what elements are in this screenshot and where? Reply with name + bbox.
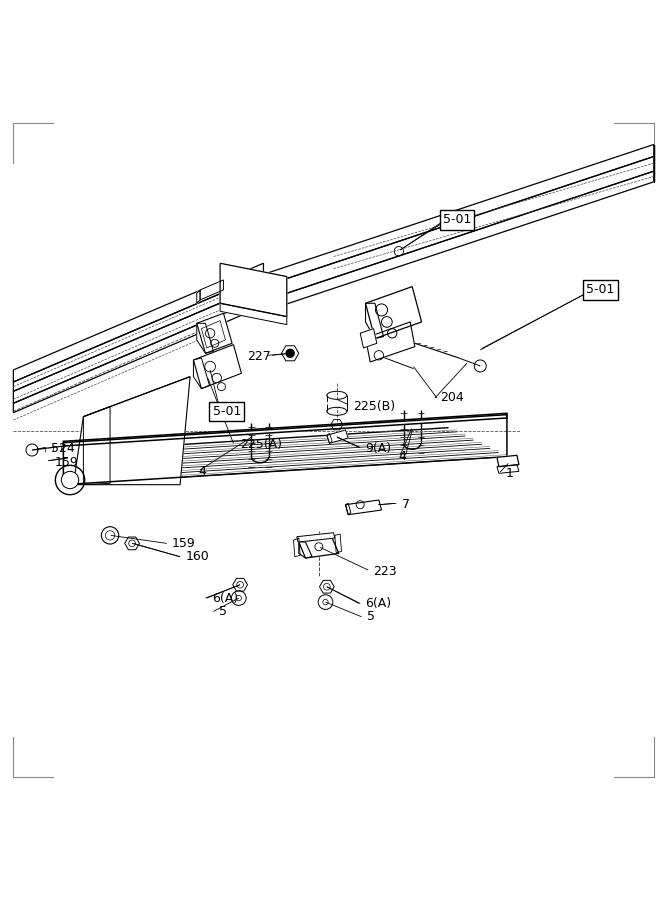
- Polygon shape: [13, 297, 263, 412]
- Text: 4: 4: [399, 450, 407, 464]
- Polygon shape: [83, 407, 110, 485]
- Polygon shape: [257, 157, 654, 303]
- Text: 227: 227: [247, 350, 271, 363]
- Text: 6(A): 6(A): [366, 597, 392, 610]
- Polygon shape: [335, 534, 342, 553]
- Polygon shape: [299, 538, 339, 558]
- Polygon shape: [200, 280, 223, 300]
- Polygon shape: [327, 433, 332, 444]
- Circle shape: [286, 349, 294, 357]
- Polygon shape: [346, 503, 351, 515]
- Polygon shape: [63, 415, 507, 446]
- Polygon shape: [193, 345, 241, 389]
- Polygon shape: [197, 323, 213, 354]
- Text: 5: 5: [367, 610, 375, 623]
- Polygon shape: [13, 284, 263, 403]
- Polygon shape: [293, 538, 300, 557]
- Text: 204: 204: [440, 392, 464, 404]
- Text: 5-01: 5-01: [586, 284, 614, 296]
- Polygon shape: [299, 542, 312, 558]
- Polygon shape: [497, 455, 519, 467]
- Polygon shape: [346, 500, 382, 515]
- Text: 225(B): 225(B): [354, 400, 396, 413]
- Polygon shape: [366, 322, 415, 362]
- Text: 5-01: 5-01: [213, 405, 241, 418]
- Polygon shape: [220, 303, 287, 325]
- Polygon shape: [13, 263, 263, 382]
- Text: 5-01: 5-01: [443, 213, 471, 227]
- Text: 6(A): 6(A): [212, 591, 238, 605]
- Polygon shape: [327, 430, 348, 444]
- Polygon shape: [366, 286, 422, 338]
- Text: 160: 160: [185, 550, 209, 563]
- Polygon shape: [297, 533, 335, 542]
- Polygon shape: [360, 328, 377, 348]
- Polygon shape: [193, 358, 209, 389]
- Text: 4: 4: [199, 464, 207, 478]
- Polygon shape: [197, 290, 200, 303]
- Text: 524: 524: [51, 442, 75, 455]
- Polygon shape: [257, 171, 654, 314]
- Circle shape: [61, 472, 79, 489]
- Polygon shape: [257, 145, 654, 289]
- Ellipse shape: [327, 400, 347, 408]
- Polygon shape: [73, 376, 190, 485]
- Polygon shape: [13, 275, 263, 392]
- Text: 1: 1: [506, 467, 514, 480]
- Text: 7: 7: [402, 499, 410, 511]
- Polygon shape: [497, 464, 519, 473]
- Text: 225(A): 225(A): [240, 438, 282, 451]
- Polygon shape: [197, 313, 232, 354]
- Polygon shape: [366, 303, 384, 338]
- Polygon shape: [220, 263, 287, 317]
- Text: 159: 159: [55, 455, 79, 469]
- Text: 9(A): 9(A): [366, 442, 392, 455]
- Text: 5: 5: [219, 605, 227, 618]
- Text: 159: 159: [172, 537, 196, 550]
- Text: 223: 223: [374, 565, 397, 578]
